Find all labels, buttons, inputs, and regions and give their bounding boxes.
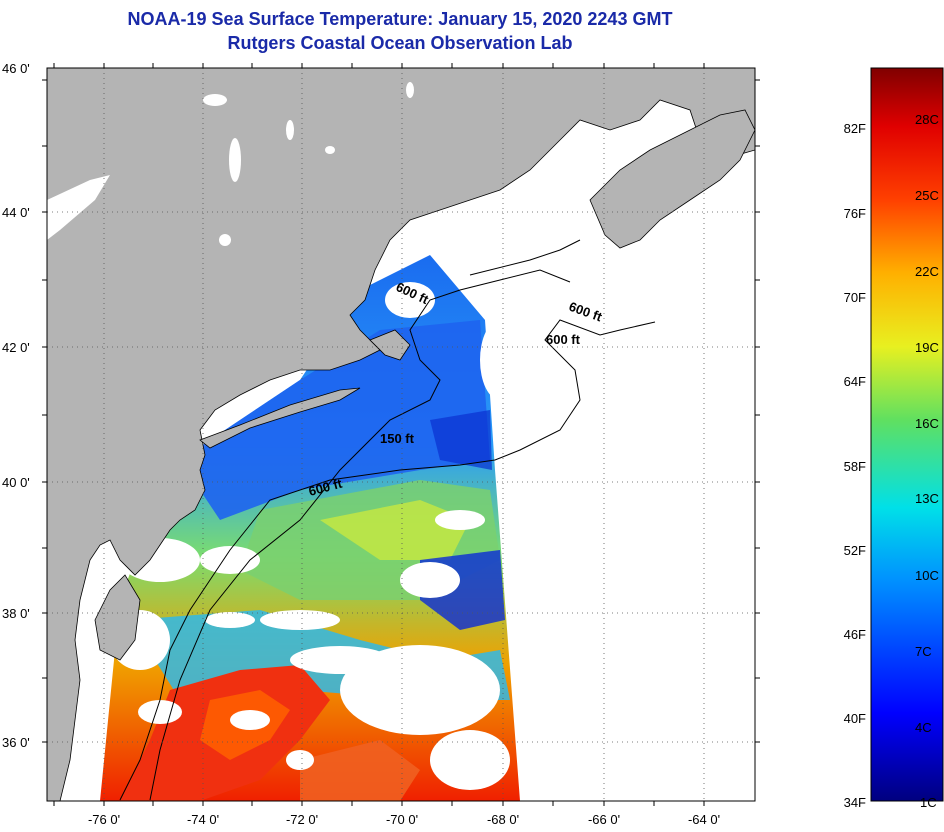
isobaths	[119, 239, 656, 801]
lat-label: 46 0'	[2, 61, 30, 76]
colorbar-c-label: 4C	[915, 720, 932, 735]
colorbar-c-label: 22C	[915, 264, 939, 279]
colorbar-c-label: 28C	[915, 112, 939, 127]
colorbar-c-label: 10C	[915, 568, 939, 583]
isobath-label: 600 ft	[546, 332, 581, 347]
lat-label: 36 0'	[2, 735, 30, 750]
map-subtitle: Rutgers Coastal Ocean Observation Lab	[227, 33, 573, 53]
lon-label: -70 0'	[386, 812, 418, 827]
lon-label: -64 0'	[688, 812, 720, 827]
colorbar-c-label: 1C	[920, 795, 937, 810]
colorbar	[870, 67, 944, 802]
land	[47, 68, 755, 801]
colorbar-f-label: 82F	[844, 121, 866, 136]
lat-label: 44 0'	[2, 205, 30, 220]
lat-label: 40 0'	[2, 475, 30, 490]
colorbar-f-label: 76F	[844, 206, 866, 221]
colorbar-c-label: 13C	[915, 491, 939, 506]
lakes	[47, 82, 414, 246]
isobath-label: 150 ft	[380, 431, 415, 446]
colorbar-f-label: 70F	[844, 290, 866, 305]
colorbar-f-label: 52F	[844, 543, 866, 558]
lon-label: -68 0'	[487, 812, 519, 827]
map-title: NOAA-19 Sea Surface Temperature: January…	[127, 9, 673, 29]
map-frame	[46, 67, 756, 802]
colorbar-f-label: 64F	[844, 374, 866, 389]
colorbar-f-label: 34F	[844, 795, 866, 810]
lat-label: 38 0'	[2, 606, 30, 621]
colorbar-c-label: 7C	[915, 644, 932, 659]
colorbar-f-label: 58F	[844, 459, 866, 474]
lon-label: -76 0'	[88, 812, 120, 827]
lon-label: -72 0'	[286, 812, 318, 827]
colorbar-c-label: 25C	[915, 188, 939, 203]
colorbar-f-label: 46F	[844, 627, 866, 642]
colorbar-c-label: 16C	[915, 416, 939, 431]
colorbar-c-label: 19C	[915, 340, 939, 355]
lon-label: -74 0'	[187, 812, 219, 827]
lon-label: -66 0'	[588, 812, 620, 827]
lat-label: 42 0'	[2, 340, 30, 355]
frame-ticks	[42, 63, 760, 806]
colorbar-f-label: 40F	[844, 711, 866, 726]
graticule	[47, 68, 755, 801]
